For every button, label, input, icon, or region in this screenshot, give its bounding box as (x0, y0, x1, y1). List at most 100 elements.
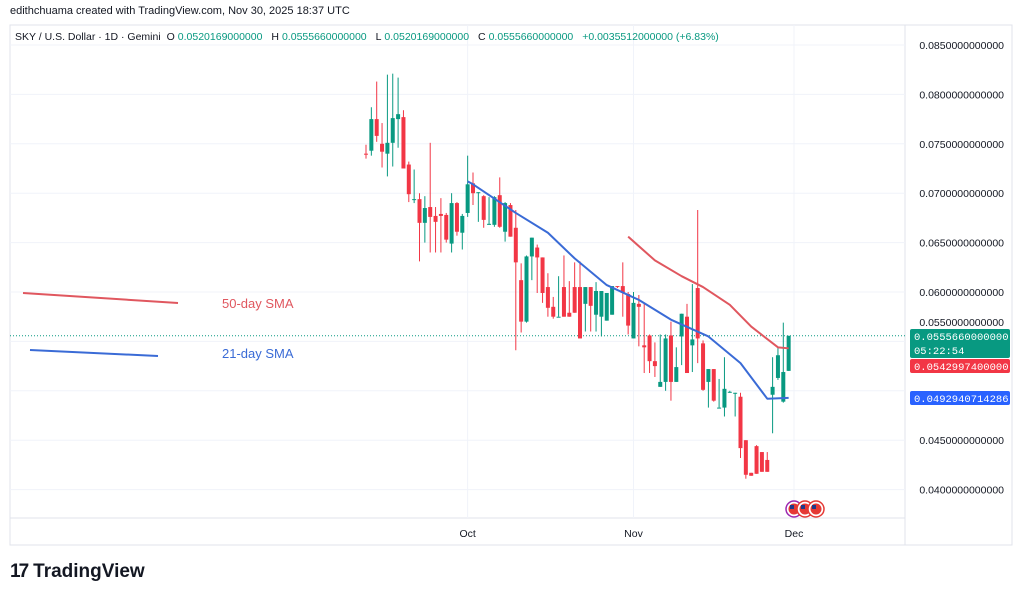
candle (545, 273, 550, 317)
symbol-title[interactable]: SKY / U.S. Dollar · 1D · Gemini (15, 31, 161, 43)
candle-body (364, 153, 368, 155)
time-axis[interactable]: Oct Nov Dec (459, 528, 803, 540)
candle-body (454, 203, 459, 232)
y-tick-label: 0.0400000000000 (919, 485, 1004, 497)
candle (465, 155, 470, 217)
x-tick-label: Nov (624, 528, 643, 540)
candle-body (631, 302, 636, 339)
candle-body (636, 303, 641, 307)
candle-body (626, 293, 631, 326)
candle (781, 322, 786, 403)
sma50-label: 50-day SMA (222, 296, 294, 311)
candle-body (551, 306, 556, 317)
candle-body (380, 143, 385, 152)
candle (529, 237, 534, 281)
candle-body (759, 452, 764, 472)
price-axis[interactable]: 0.0850000000000 0.0800000000000 0.07500000… (919, 40, 1004, 497)
candle (685, 303, 689, 374)
candle (535, 244, 540, 293)
candle (695, 209, 700, 364)
candle (561, 255, 566, 317)
candle (460, 213, 465, 250)
candle-body (465, 184, 470, 213)
candle-body (401, 117, 406, 169)
y-tick-label: 0.0600000000000 (919, 287, 1004, 299)
close-label: C (478, 31, 486, 43)
candle (706, 369, 711, 408)
candle-body (588, 287, 593, 306)
candle-body (743, 440, 748, 475)
candle-body (690, 339, 695, 346)
candle-body (572, 287, 577, 313)
candle-body (444, 214, 449, 240)
candle (738, 392, 743, 458)
candle-body (674, 367, 679, 382)
y-tick-label: 0.0700000000000 (919, 188, 1004, 200)
candle (588, 287, 593, 332)
sma21-legend-line[interactable] (29, 349, 159, 357)
event-icons[interactable] (785, 500, 825, 518)
high-label: H (271, 31, 279, 43)
candle-body (717, 407, 722, 409)
candle-body (508, 205, 513, 237)
y-tick-label: 0.0550000000000 (919, 317, 1004, 329)
candle-body (540, 257, 545, 293)
sma50-value: 0.0542997400000 (914, 362, 1009, 374)
candle-body (701, 343, 706, 390)
candle-body (513, 227, 518, 263)
candles (364, 73, 791, 479)
candle-body (647, 335, 652, 362)
candle-body (503, 203, 508, 232)
candle (711, 369, 716, 402)
candle (770, 357, 775, 434)
credit-text: edithchuama created with TradingView.com… (10, 5, 350, 17)
chart-frame (9, 24, 1013, 546)
candle (765, 452, 770, 472)
candle (620, 262, 625, 317)
candle-body (652, 361, 657, 367)
candle-body (519, 280, 524, 322)
candle-body (529, 237, 534, 257)
candle-body (524, 256, 529, 322)
candle (631, 292, 636, 339)
candle (663, 334, 668, 391)
candle (364, 144, 368, 159)
open-label: O (166, 31, 175, 43)
sma50-legend-line[interactable] (22, 292, 179, 304)
candle (449, 193, 454, 253)
ohlc-legend: SKY / U.S. Dollar · 1D · Gemini O 0.05201… (15, 31, 722, 43)
candle-body (658, 381, 663, 387)
candle (422, 196, 427, 243)
y-tick-label: 0.0450000000000 (919, 435, 1004, 447)
candle (572, 262, 577, 313)
candle (519, 263, 524, 333)
grid (10, 25, 905, 518)
candle (749, 472, 754, 476)
candle (481, 195, 486, 228)
candle (674, 347, 679, 382)
candle (433, 207, 438, 253)
candle-body (433, 215, 438, 222)
sma21-line (467, 180, 789, 400)
candle-body (567, 312, 572, 317)
candle-body (422, 208, 427, 223)
candle-body (438, 213, 443, 216)
candle-body (412, 199, 417, 201)
y-tick-label: 0.0800000000000 (919, 89, 1004, 101)
candle-body (749, 472, 754, 476)
open-value: 0.0520169000000 (177, 31, 263, 43)
candle-body (492, 197, 497, 225)
candle-body (610, 286, 615, 315)
candle (615, 286, 620, 289)
tradingview-logo[interactable]: 17 TradingView (10, 561, 145, 583)
candle-body (497, 195, 502, 227)
candle-body (476, 192, 481, 194)
us-flag-icon[interactable] (807, 500, 825, 518)
candle (658, 334, 663, 387)
sma50-price-label: 0.0542997400000 (910, 359, 1010, 374)
candle (578, 261, 582, 339)
candle-body (786, 335, 791, 371)
candle (513, 209, 518, 351)
candle (743, 440, 748, 479)
